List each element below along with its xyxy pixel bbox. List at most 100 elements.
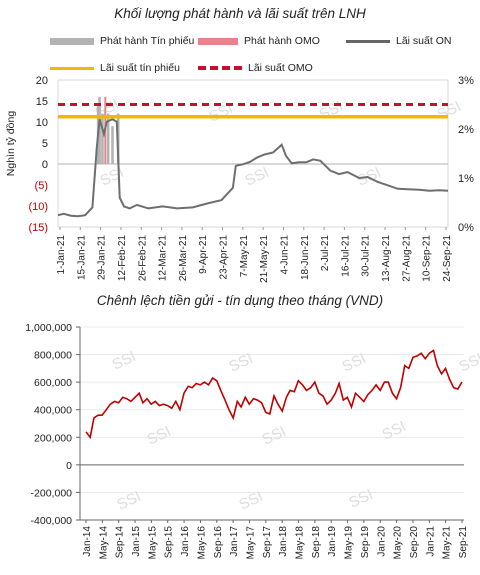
x-tick-label: 21-May-21 (259, 235, 270, 283)
deposit-credit-gap-line (85, 349, 463, 440)
y-tick-label: 15 (36, 96, 48, 108)
x-tick-label: 12-Mar-21 (158, 235, 169, 282)
legend-swatch-pink-bar (198, 37, 238, 45)
tinphieu-bar (106, 113, 110, 164)
legend-swatch-yellow-line (50, 66, 94, 70)
x-tick-label: May-19 (344, 526, 355, 560)
x-tick-label: 13-Aug-21 (381, 235, 392, 282)
y-tick-label: 10 (36, 117, 48, 129)
x-tick-label: 1-Jan-21 (56, 235, 67, 275)
x-tick-label: May-20 (393, 526, 404, 560)
x-tick-label: Sep-19 (360, 526, 371, 559)
y2-tick-label: 1% (458, 173, 474, 185)
watermark-text: SSI (227, 350, 256, 376)
legend-label: Lãi suất ON (396, 35, 452, 47)
x-tick-label: May-14 (98, 526, 109, 560)
x-tick-label: 30-Jul-21 (361, 235, 372, 277)
y-tick-label: -400,000 (31, 515, 73, 527)
x-tick-label: 9-Apr-21 (198, 235, 209, 274)
legend-label: Lãi suất OMO (248, 62, 313, 74)
legend-omo-rate: Lãi suất OMO (198, 62, 313, 74)
watermark-text: SSI (145, 423, 174, 449)
x-tick-label: 16-Jul-21 (340, 235, 351, 277)
tinphieu-bar (101, 113, 104, 164)
legend-swatch-grey-bar (50, 37, 94, 45)
x-tick-label: Sep-14 (115, 526, 126, 559)
tinphieu-bar (98, 96, 101, 164)
legend-label: Lãi suất tín phiếu (100, 62, 180, 74)
y-tick-label: 800,000 (34, 350, 72, 362)
watermark-text: SSI (347, 486, 376, 512)
chart2-title: Chênh lệch tiền gửi - tín dụng theo thán… (96, 293, 384, 308)
watermark-text: SSI (237, 488, 266, 514)
watermark-text: SSI (457, 350, 480, 376)
chart1-title: Khối lượng phát hành và lãi suất trên LN… (114, 6, 366, 21)
x-tick-label: Jan-18 (278, 526, 289, 557)
y2-tick-label: 2% (458, 124, 474, 136)
x-tick-label: 10-Sep-21 (422, 235, 433, 282)
x-tick-label: 2-Jul-21 (320, 235, 331, 272)
x-tick-label: Sep-21 (458, 526, 469, 559)
y-tick-label: 1,000,000 (25, 322, 72, 334)
x-tick-label: May-21 (442, 526, 453, 560)
watermark-text: SSI (340, 350, 369, 376)
watermark-text: SSI (380, 418, 409, 444)
y-tick-label: (15) (28, 222, 48, 234)
legend-on-rate: Lãi suất ON (346, 35, 451, 47)
y-tick-label: (5) (35, 180, 48, 192)
watermark-text: SSI (260, 423, 289, 449)
x-tick-label: Sep-17 (262, 526, 273, 559)
legend-label: Phát hành Tín phiếu (100, 35, 195, 47)
y-tick-label: 600,000 (34, 377, 72, 389)
x-tick-label: Sep-16 (213, 526, 224, 559)
y2-tick-label: 3% (458, 75, 474, 87)
x-tick-label: Jan-21 (425, 526, 436, 557)
x-tick-label: 26-Mar-21 (178, 235, 189, 282)
interbank-chart: 20 15 10 5 0 (5) (10) (15) 3% 2% 1% 0% Nghìn tỷ đồng… (5, 75, 474, 283)
x-tick-label: Jan-20 (376, 526, 387, 557)
x-tick-label: Jan-16 (180, 526, 191, 557)
x-tick-label: 26-Feb-21 (137, 235, 148, 282)
plot-area-frame (57, 79, 449, 228)
y-tick-label: (10) (28, 201, 48, 213)
x-tick-label: May-16 (196, 526, 207, 560)
legend-omo-issue: Phát hành OMO (198, 35, 320, 47)
legend-tinphieu-issue: Phát hành Tín phiếu (50, 35, 194, 47)
x-tick-label: 12-Feb-21 (117, 235, 128, 282)
x-tick-label: 4-Jun-21 (279, 235, 290, 275)
x-tick-label: 29-Jan-21 (97, 235, 108, 280)
x-tick-label: 23-Apr-21 (219, 235, 230, 280)
x-tick-label: Jan-15 (131, 526, 142, 557)
legend-swatch-red-dash (198, 66, 242, 70)
legend-swatch-grey-line (346, 39, 390, 43)
y-tick-label: 5 (42, 138, 48, 150)
watermark-text: SSI (110, 348, 139, 374)
y-tick-label: -200,000 (31, 487, 73, 499)
x-tick-label: 18-Jun-21 (300, 235, 311, 280)
x-tick-label: 15-Jan-21 (76, 235, 87, 280)
legend-tinphieu-rate: Lãi suất tín phiếu (50, 62, 180, 74)
y-tick-label: 0 (42, 159, 48, 171)
watermark-text: SSI (115, 488, 144, 514)
x-tick-label: 27-Aug-21 (401, 235, 412, 282)
y-tick-label: 400,000 (34, 405, 72, 417)
tinphieu-bar (111, 126, 114, 164)
x-tick-label: Sep-15 (164, 526, 175, 559)
x-tick-label: Jan-19 (327, 526, 338, 557)
x-tick-label: 24-Sep-21 (442, 235, 453, 282)
y2-tick-label: 0% (458, 222, 474, 234)
x-tick-label: Sep-18 (311, 526, 322, 559)
y-axis-label: Nghìn tỷ đồng (5, 111, 17, 177)
y-tick-label: 20 (36, 75, 48, 87)
y-tick-label: 200,000 (34, 432, 72, 444)
x-tick-label: Jan-14 (82, 526, 93, 557)
x-tick-label: May-18 (295, 526, 306, 560)
x-tick-label: May-17 (245, 526, 256, 560)
legend-label: Phát hành OMO (244, 35, 320, 47)
x-tick-label: May-15 (147, 526, 158, 560)
x-tick-label: Jan-17 (229, 526, 240, 557)
x-tick-label: 7-May-21 (239, 235, 250, 278)
on-rate-line (57, 118, 449, 218)
y-tick-label: 0 (66, 460, 72, 472)
